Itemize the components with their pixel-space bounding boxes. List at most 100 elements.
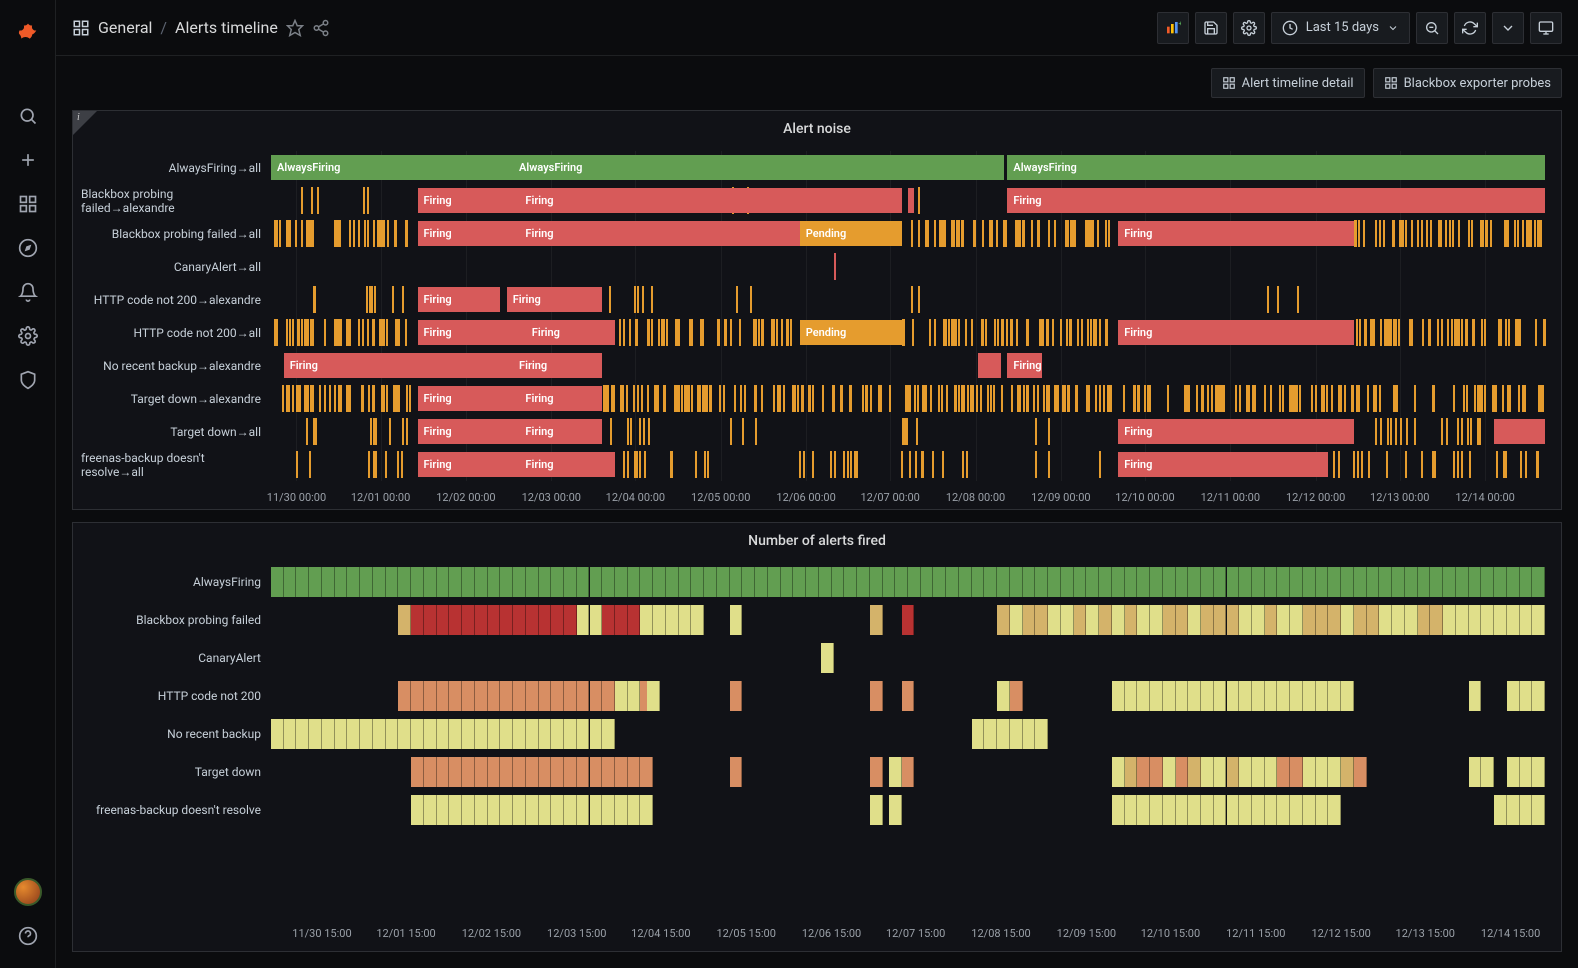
histogram-bucket[interactable]: [577, 681, 590, 711]
histogram-bucket[interactable]: [1112, 567, 1125, 597]
histogram-bucket[interactable]: [1214, 795, 1227, 825]
histogram-bucket[interactable]: [640, 757, 653, 787]
histogram-bucket[interactable]: [1239, 681, 1252, 711]
histogram-bucket[interactable]: [386, 567, 399, 597]
state-segment[interactable]: Firing: [1118, 452, 1328, 477]
state-segment[interactable]: Firing: [418, 287, 501, 312]
histogram-bucket[interactable]: [997, 681, 1010, 711]
histogram-bucket[interactable]: [590, 719, 603, 749]
histogram-bucket[interactable]: [1023, 567, 1036, 597]
histogram-bucket[interactable]: [1010, 567, 1023, 597]
histogram-bucket[interactable]: [730, 681, 743, 711]
state-segment[interactable]: Firing: [526, 320, 615, 345]
histogram-bucket[interactable]: [972, 567, 985, 597]
histogram-bucket[interactable]: [1469, 757, 1482, 787]
histogram-bucket[interactable]: [679, 605, 692, 635]
histogram-bucket[interactable]: [1532, 795, 1545, 825]
state-segment[interactable]: Firing: [1118, 221, 1354, 246]
histogram-bucket[interactable]: [437, 567, 450, 597]
histogram-bucket[interactable]: [539, 719, 552, 749]
histogram-bucket[interactable]: [1201, 681, 1214, 711]
histogram-bucket[interactable]: [449, 719, 462, 749]
histogram-bucket[interactable]: [513, 681, 526, 711]
histogram-bucket[interactable]: [615, 567, 628, 597]
histogram-bucket[interactable]: [398, 567, 411, 597]
histogram-bucket[interactable]: [526, 567, 539, 597]
histogram-bucket[interactable]: [1252, 795, 1265, 825]
histogram-bucket[interactable]: [526, 795, 539, 825]
histogram-bucket[interactable]: [1494, 567, 1507, 597]
histogram-bucket[interactable]: [717, 567, 730, 597]
histogram-bucket[interactable]: [946, 567, 959, 597]
histogram-bucket[interactable]: [1176, 681, 1189, 711]
histogram-bucket[interactable]: [1290, 681, 1303, 711]
histogram-bucket[interactable]: [602, 567, 615, 597]
refresh-interval-button[interactable]: [1492, 12, 1524, 44]
histogram-bucket[interactable]: [895, 567, 908, 597]
histogram-bucket[interactable]: [296, 567, 309, 597]
histogram-bucket[interactable]: [1328, 681, 1341, 711]
histogram-bucket[interactable]: [972, 719, 985, 749]
histogram-bucket[interactable]: [1201, 795, 1214, 825]
histogram-bucket[interactable]: [449, 681, 462, 711]
link-alert-timeline-detail[interactable]: Alert timeline detail: [1211, 68, 1365, 98]
histogram-bucket[interactable]: [488, 567, 501, 597]
histogram-bucket[interactable]: [628, 605, 641, 635]
alerting-icon[interactable]: [8, 272, 48, 312]
histogram-bucket[interactable]: [1316, 567, 1329, 597]
histogram-bucket[interactable]: [475, 795, 488, 825]
histogram-bucket[interactable]: [1176, 567, 1189, 597]
histogram-bucket[interactable]: [373, 567, 386, 597]
state-segment[interactable]: Firing: [418, 221, 800, 246]
histogram-bucket[interactable]: [500, 681, 513, 711]
histogram-bucket[interactable]: [602, 719, 615, 749]
histogram-bucket[interactable]: [551, 605, 564, 635]
histogram-bucket[interactable]: [564, 681, 577, 711]
histogram-bucket[interactable]: [411, 757, 424, 787]
histogram-bucket[interactable]: [1469, 681, 1482, 711]
histogram-bucket[interactable]: [335, 719, 348, 749]
histogram-bucket[interactable]: [488, 719, 501, 749]
histogram-bucket[interactable]: [870, 605, 883, 635]
histogram-bucket[interactable]: [1507, 757, 1520, 787]
histogram-bucket[interactable]: [564, 795, 577, 825]
search-icon[interactable]: [8, 96, 48, 136]
histogram-bucket[interactable]: [590, 605, 603, 635]
star-icon[interactable]: [286, 19, 304, 37]
help-icon[interactable]: [8, 916, 48, 956]
histogram-bucket[interactable]: [500, 719, 513, 749]
state-segment[interactable]: Firing: [418, 320, 526, 345]
state-segment[interactable]: Firing: [1118, 419, 1354, 444]
histogram-bucket[interactable]: [997, 719, 1010, 749]
histogram-bucket[interactable]: [475, 757, 488, 787]
histogram-bucket[interactable]: [1252, 567, 1265, 597]
histogram-bucket[interactable]: [526, 757, 539, 787]
histogram-bucket[interactable]: [870, 681, 883, 711]
histogram-bucket[interactable]: [513, 567, 526, 597]
histogram-bucket[interactable]: [742, 567, 755, 597]
histogram-bucket[interactable]: [398, 605, 411, 635]
histogram-bucket[interactable]: [1061, 567, 1074, 597]
histogram-bucket[interactable]: [1239, 567, 1252, 597]
histogram-bucket[interactable]: [462, 567, 475, 597]
histogram-bucket[interactable]: [1137, 681, 1150, 711]
histogram-bucket[interactable]: [309, 567, 322, 597]
state-segment[interactable]: AlwaysFiring: [271, 155, 1004, 180]
histogram-bucket[interactable]: [551, 567, 564, 597]
histogram-bucket[interactable]: [488, 681, 501, 711]
histogram-bucket[interactable]: [564, 719, 577, 749]
histogram-bucket[interactable]: [755, 567, 768, 597]
histogram-bucket[interactable]: [462, 681, 475, 711]
histogram-bucket[interactable]: [449, 757, 462, 787]
histogram-bucket[interactable]: [640, 795, 653, 825]
histogram-bucket[interactable]: [437, 605, 450, 635]
histogram-bucket[interactable]: [539, 605, 552, 635]
histogram-bucket[interactable]: [551, 757, 564, 787]
histogram-bucket[interactable]: [551, 681, 564, 711]
histogram-bucket[interactable]: [806, 567, 819, 597]
histogram-bucket[interactable]: [1163, 681, 1176, 711]
histogram-bucket[interactable]: [615, 757, 628, 787]
histogram-bucket[interactable]: [1227, 795, 1240, 825]
histogram-bucket[interactable]: [1137, 795, 1150, 825]
histogram-bucket[interactable]: [628, 795, 641, 825]
